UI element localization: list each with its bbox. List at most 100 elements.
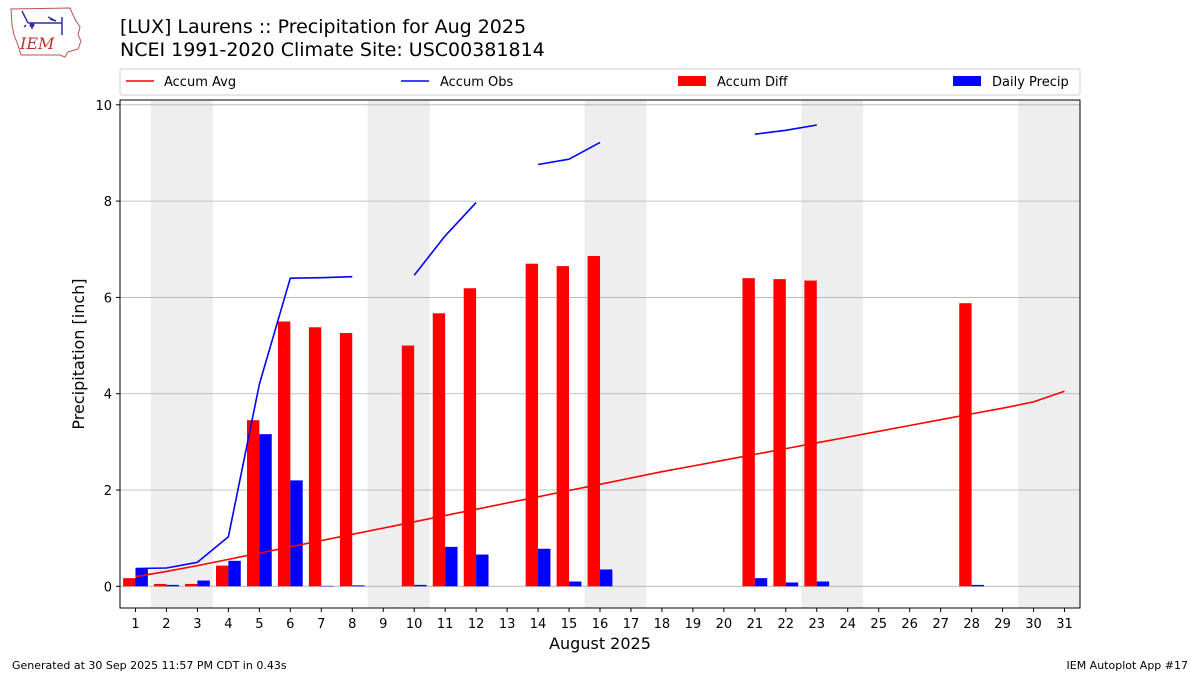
app-id: IEM Autoplot App #17 <box>1066 659 1189 672</box>
y-tick-label-10: 10 <box>95 99 112 114</box>
y-axis-label: Precipitation [inch] <box>69 278 88 429</box>
x-tick-label-11: 11 <box>437 617 454 632</box>
x-tick-label-7: 7 <box>317 617 325 632</box>
bar-accum-diff-day-15 <box>556 266 570 587</box>
iowa-outline-icon <box>10 7 82 58</box>
title-line-1: [LUX] Laurens :: Precipitation for Aug 2… <box>120 16 527 38</box>
weather-instruments-icon <box>21 10 63 35</box>
x-tick-label-25: 25 <box>870 617 887 632</box>
x-tick-label-29: 29 <box>994 617 1011 632</box>
y-axis-ticks: 0 2 4 6 8 10 <box>95 99 120 595</box>
bar-accum-diff-day-5 <box>246 420 260 587</box>
bar-daily-precip-day-16 <box>600 569 613 587</box>
chart-title: [LUX] Laurens :: Precipitation for Aug 2… <box>120 16 545 62</box>
bar-accum-diff-day-1 <box>123 578 136 587</box>
logo-text: IEM <box>19 34 55 53</box>
bar-accum-diff-day-11 <box>432 313 446 587</box>
x-tick-label-20: 20 <box>716 617 733 632</box>
lines <box>135 124 1065 578</box>
legend-frame <box>119 68 1081 96</box>
bar-accum-diff-day-2 <box>154 583 167 587</box>
y-tick-label-2: 2 <box>104 484 112 499</box>
bar-daily-precip-day-12 <box>476 554 489 587</box>
bar-daily-precip-day-28 <box>971 584 984 587</box>
bar-daily-precip-day-14 <box>538 548 551 587</box>
iem-logo: IEM <box>10 7 82 58</box>
legend-swatch-daily-precip <box>953 76 981 86</box>
bar-daily-precip-day-2 <box>166 584 179 587</box>
bar-daily-precip-day-1 <box>135 568 148 587</box>
weekend-shade-day-30 <box>1018 100 1050 608</box>
x-tick-label-5: 5 <box>255 617 263 632</box>
x-tick-label-14: 14 <box>530 617 547 632</box>
weekend-shading <box>150 100 1080 608</box>
bar-accum-diff-day-7 <box>308 327 322 587</box>
bar-accum-diff-day-21 <box>742 278 755 587</box>
bar-daily-precip-day-4 <box>228 560 241 587</box>
bar-daily-precip-day-11 <box>445 546 458 587</box>
line-accum-obs <box>135 124 817 570</box>
line-accum-avg <box>135 390 1065 578</box>
bar-daily-precip-day-10 <box>414 584 427 587</box>
x-tick-label-17: 17 <box>623 617 640 632</box>
bar-accum-diff-day-14 <box>525 263 539 587</box>
bar-accum-diff-day-22 <box>773 279 786 587</box>
bars <box>123 256 984 587</box>
x-tick-label-8: 8 <box>348 617 356 632</box>
bar-daily-precip-day-22 <box>785 582 799 587</box>
legend-label-accum-avg: Accum Avg <box>164 75 236 90</box>
weekend-shade-day-31 <box>1049 100 1080 608</box>
bar-accum-diff-day-8 <box>339 333 353 587</box>
x-tick-label-21: 21 <box>747 617 764 632</box>
legend-label-accum-obs: Accum Obs <box>440 75 513 90</box>
x-tick-label-28: 28 <box>963 617 980 632</box>
x-axis-ticks: 1 2 3 4 5 6 7 8 9 10 11 12 13 14 15 16 17 18 19 20 21 22 23 24 2… <box>131 608 1073 632</box>
y-tick-label-0: 0 <box>104 580 112 595</box>
x-tick-label-1: 1 <box>131 617 139 632</box>
weekend-shade-day-24 <box>832 100 864 608</box>
bar-accum-diff-day-16 <box>587 256 600 587</box>
x-tick-label-9: 9 <box>379 617 387 632</box>
bar-daily-precip-day-5 <box>259 434 272 587</box>
x-tick-label-10: 10 <box>406 617 423 632</box>
x-tick-label-23: 23 <box>809 617 826 632</box>
legend-label-daily-precip: Daily Precip <box>992 75 1069 90</box>
x-tick-label-31: 31 <box>1056 617 1073 632</box>
x-tick-label-2: 2 <box>162 617 170 632</box>
x-tick-label-4: 4 <box>224 617 232 632</box>
legend-swatch-accum-diff <box>678 76 706 86</box>
x-tick-label-22: 22 <box>778 617 795 632</box>
x-tick-label-24: 24 <box>839 617 856 632</box>
bar-accum-diff-day-3 <box>185 583 198 587</box>
x-tick-label-19: 19 <box>685 617 702 632</box>
bar-accum-diff-day-6 <box>277 321 291 587</box>
y-tick-label-4: 4 <box>104 388 112 403</box>
bar-daily-precip-day-21 <box>754 578 768 587</box>
bar-daily-precip-day-7 <box>321 585 334 587</box>
x-tick-label-30: 30 <box>1025 617 1042 632</box>
x-tick-label-6: 6 <box>286 617 294 632</box>
bar-accum-diff-day-4 <box>216 565 229 587</box>
y-tick-label-8: 8 <box>104 195 112 210</box>
x-axis-label: August 2025 <box>549 634 651 653</box>
bar-daily-precip-day-23 <box>816 581 830 587</box>
weekend-shade-day-9 <box>367 100 399 608</box>
legend-label-accum-diff: Accum Diff <box>717 75 789 90</box>
x-tick-label-15: 15 <box>561 617 578 632</box>
legend: Accum Avg Accum Obs Accum Diff Daily Pre… <box>119 68 1081 96</box>
x-tick-label-16: 16 <box>592 617 609 632</box>
bar-daily-precip-day-6 <box>290 480 303 587</box>
bar-accum-diff-day-10 <box>401 345 415 587</box>
y-tick-label-6: 6 <box>104 291 112 306</box>
x-tick-label-27: 27 <box>932 617 949 632</box>
bar-daily-precip-day-8 <box>352 585 365 587</box>
weekend-shade-day-3 <box>181 100 213 608</box>
x-tick-label-3: 3 <box>193 617 201 632</box>
bar-accum-diff-day-12 <box>463 288 477 587</box>
bar-accum-diff-day-28 <box>959 303 972 587</box>
weekend-shade-day-17 <box>615 100 647 608</box>
bar-accum-diff-day-23 <box>804 280 817 587</box>
bar-daily-precip-day-15 <box>569 581 582 587</box>
generated-timestamp: Generated at 30 Sep 2025 11:57 PM CDT in… <box>12 659 287 672</box>
